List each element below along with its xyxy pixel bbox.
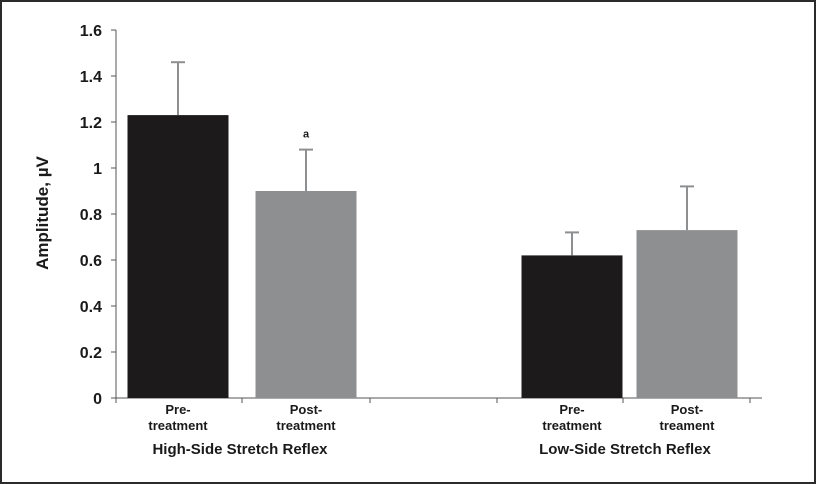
category-label-line1: Pre- bbox=[165, 402, 190, 417]
category-label-line2: treatment bbox=[276, 418, 336, 433]
y-tick-label: 0.2 bbox=[80, 345, 102, 362]
y-axis-title: Amplitude, µV bbox=[33, 155, 52, 269]
category-label-line1: Pre- bbox=[559, 402, 584, 417]
category-label-line2: treament bbox=[660, 418, 716, 433]
y-tick-label: 1.4 bbox=[80, 69, 102, 86]
significance-label: a bbox=[303, 129, 310, 141]
x-labels: Pre-treatmentPost-treatmentPre-treatment… bbox=[115, 398, 751, 433]
y-tick-label: 0.6 bbox=[80, 253, 102, 270]
y-tick-label: 0 bbox=[93, 391, 102, 408]
category-label-line2: treatment bbox=[542, 418, 602, 433]
y-tick-label: 1.6 bbox=[80, 23, 102, 40]
y-tick-label: 0.8 bbox=[80, 207, 102, 224]
y-tick-label: 0.4 bbox=[80, 299, 102, 316]
bars bbox=[127, 115, 738, 398]
bar bbox=[127, 115, 229, 398]
bar bbox=[636, 230, 738, 398]
group-label: High-Side Stretch Reflex bbox=[152, 441, 328, 458]
annotations: a bbox=[303, 129, 310, 141]
category-label-line1: Post- bbox=[290, 402, 323, 417]
group-label: Low-Side Stretch Reflex bbox=[539, 441, 711, 458]
error-bars bbox=[171, 61, 694, 256]
category-label-line2: treatment bbox=[148, 418, 208, 433]
bar bbox=[255, 191, 357, 398]
y-tick-label: 1 bbox=[93, 161, 102, 178]
bar bbox=[521, 255, 623, 398]
y-tick-label: 1.2 bbox=[80, 115, 102, 132]
group-labels: High-Side Stretch Reflex Low-Side Stretch… bbox=[152, 441, 711, 458]
y-ticks: 0 0.2 0.4 0.6 0.8 1 1.2 1.4 1.6 bbox=[80, 23, 116, 408]
category-label-line1: Post- bbox=[671, 402, 704, 417]
